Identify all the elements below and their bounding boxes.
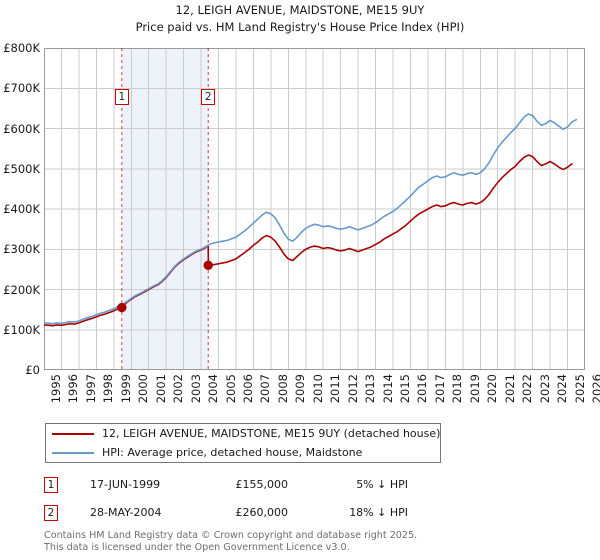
- y-axis-labels: £0 £100K £200K £300K £400K £500K £600K £700K £80…: [0, 41, 42, 377]
- x-tick-label: 2009: [293, 374, 308, 404]
- x-tick-label: 2001: [153, 374, 168, 404]
- x-tick-label: 2003: [188, 374, 203, 404]
- x-tick-label: 2024: [555, 374, 570, 404]
- chart-legend: 12, LEIGH AVENUE, MAIDSTONE, ME15 9UY (d…: [45, 423, 441, 463]
- x-tick-label: 1995: [49, 374, 63, 404]
- chart-marker-flag-2[interactable]: 2: [201, 89, 216, 105]
- x-tick-label: 2025: [572, 374, 587, 404]
- x-tick-label: 2014: [380, 374, 395, 404]
- x-tick-label: 2007: [258, 374, 273, 404]
- x-tick-label: 2008: [275, 374, 290, 404]
- footer-line-1: Contains HM Land Registry data © Crown c…: [44, 530, 418, 541]
- transaction-date-2: 28-MAY-2004: [90, 506, 162, 519]
- x-tick-label: 2019: [467, 374, 482, 404]
- x-tick-label: 2018: [450, 374, 465, 404]
- legend-label-hpi: HPI: Average price, detached house, Maid…: [102, 446, 363, 459]
- transaction-badge-1: 1: [44, 477, 58, 493]
- x-tick-label: 2005: [223, 374, 238, 404]
- x-tick-label: 2006: [240, 374, 255, 404]
- transaction-row[interactable]: 2 28-MAY-2004 £260,000 18% ↓ HPI: [44, 504, 464, 526]
- x-tick-label: 2004: [206, 374, 221, 404]
- x-tick-label: 2026: [590, 374, 600, 404]
- x-tick-label: 2021: [502, 374, 517, 404]
- x-tick-label: 2010: [310, 374, 325, 404]
- transaction-hpi-delta-1: 5% ↓ HPI: [356, 478, 408, 491]
- page-title: 12, LEIGH AVENUE, MAIDSTONE, ME15 9UY: [175, 3, 425, 17]
- y-tick-label: £600K: [3, 121, 40, 136]
- title-block: 12, LEIGH AVENUE, MAIDSTONE, ME15 9UY Pr…: [0, 2, 600, 36]
- transaction-price-2: £260,000: [235, 506, 289, 519]
- legend-swatch-hpi: [52, 451, 94, 454]
- y-tick-label: £500K: [3, 161, 40, 176]
- page-subtitle: Price paid vs. HM Land Registry's House …: [135, 20, 465, 34]
- x-tick-label: 1999: [118, 374, 133, 404]
- footer-attribution: Contains HM Land Registry data © Crown c…: [44, 530, 564, 553]
- legend-item-hpi: HPI: Average price, detached house, Maid…: [46, 443, 440, 462]
- x-tick-label: 2022: [520, 374, 535, 404]
- transaction-date-1: 17-JUN-1999: [90, 478, 161, 491]
- y-tick-label: £800K: [3, 41, 40, 55]
- footer-line-2: This data is licensed under the Open Gov…: [44, 541, 350, 553]
- transaction-price-1: £155,000: [235, 478, 289, 491]
- y-tick-label: £200K: [3, 282, 40, 297]
- transaction-row[interactable]: 1 17-JUN-1999 £155,000 5% ↓ HPI: [44, 476, 464, 498]
- x-tick-label: 1998: [101, 374, 116, 404]
- legend-swatch-price-paid: [52, 432, 94, 435]
- x-axis-labels: 1995 1996 1997 1998 1999 2000 2001 2002 2003 2004…: [44, 374, 600, 418]
- x-tick-label: 2020: [485, 374, 500, 404]
- y-tick-label: £100K: [3, 322, 40, 337]
- x-tick-label: 2015: [398, 374, 413, 404]
- x-tick-label: 2023: [537, 374, 552, 404]
- x-tick-label: 2000: [136, 374, 151, 404]
- chart-marker-flag-1[interactable]: 1: [114, 89, 129, 105]
- x-tick-label: 2016: [415, 374, 430, 404]
- x-tick-label: 2013: [363, 374, 378, 404]
- x-tick-label: 2012: [345, 374, 360, 404]
- y-tick-label: £0: [25, 363, 40, 377]
- transaction-hpi-delta-2: 18% ↓ HPI: [349, 506, 408, 519]
- x-tick-label: 2002: [171, 374, 186, 404]
- x-tick-label: 1997: [83, 374, 98, 404]
- legend-label-price-paid: 12, LEIGH AVENUE, MAIDSTONE, ME15 9UY (d…: [102, 427, 441, 440]
- transaction-badge-2: 2: [44, 505, 58, 521]
- y-tick-label: £300K: [3, 242, 40, 257]
- y-tick-label: £400K: [3, 202, 40, 216]
- price-history-chart: [44, 48, 585, 370]
- x-tick-label: 2011: [328, 374, 343, 404]
- x-tick-label: 1996: [66, 374, 81, 404]
- legend-item-price-paid: 12, LEIGH AVENUE, MAIDSTONE, ME15 9UY (d…: [46, 424, 440, 443]
- x-tick-label: 2017: [432, 374, 447, 404]
- y-tick-label: £700K: [3, 81, 40, 96]
